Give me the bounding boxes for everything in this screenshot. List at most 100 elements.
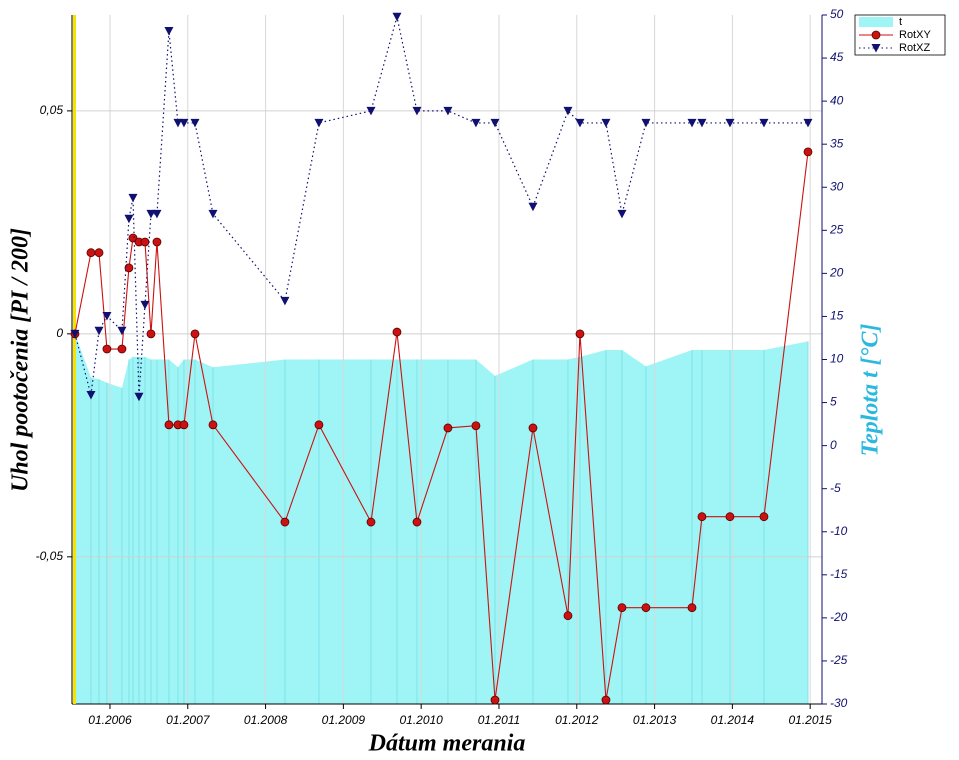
point — [179, 420, 189, 430]
y2-tick-label: 20 — [829, 266, 844, 280]
point — [86, 248, 96, 258]
legend-label: RotXY — [899, 29, 931, 41]
legend-swatch — [859, 17, 893, 27]
y2-tick-label: 30 — [830, 179, 844, 193]
point — [443, 423, 453, 433]
point — [117, 326, 127, 336]
y2-tick-label: -10 — [830, 524, 848, 538]
x-tick-label: 01.2011 — [478, 713, 521, 727]
y2-tick-label: 50 — [830, 7, 844, 21]
point — [803, 147, 813, 157]
point — [208, 420, 218, 430]
point — [687, 118, 697, 128]
point — [563, 106, 573, 116]
y-tick-label: -0,05 — [36, 549, 64, 563]
y2-tick-label: 10 — [830, 352, 844, 366]
point — [617, 209, 627, 219]
point — [725, 118, 735, 128]
y-tick-label: 0 — [56, 326, 63, 340]
y-axis-label: Uhol pootočenia [PI / 200] — [8, 228, 34, 492]
point — [412, 106, 422, 116]
point — [725, 512, 735, 522]
legend-label: RotXZ — [899, 42, 930, 54]
point — [102, 344, 112, 354]
point — [152, 237, 162, 247]
x-tick-label: 01.2010 — [399, 713, 443, 727]
y2-tick-label: 40 — [830, 93, 844, 107]
point — [134, 392, 144, 402]
start-marker — [73, 15, 76, 704]
point — [140, 300, 150, 310]
legend-label: t — [899, 16, 902, 28]
point — [803, 118, 813, 128]
point — [164, 27, 174, 36]
x-tick-label: 01.2006 — [88, 713, 132, 727]
y2-tick-label: 0 — [830, 438, 837, 452]
point — [759, 118, 769, 128]
y2-axis-label: Teplota t [°C] — [858, 324, 884, 457]
point — [146, 209, 156, 219]
point — [117, 344, 127, 354]
y2-tick-label: -25 — [830, 653, 848, 667]
point — [70, 329, 80, 339]
point — [443, 106, 453, 116]
point — [601, 695, 611, 705]
point — [697, 512, 707, 522]
temperature-area — [74, 333, 808, 704]
point — [128, 193, 138, 203]
point — [563, 611, 573, 621]
point — [601, 118, 611, 128]
x-tick-label: 01.2009 — [322, 713, 366, 727]
y2-tick-label: -15 — [830, 567, 848, 581]
point — [471, 118, 481, 128]
point — [314, 118, 324, 128]
point — [641, 603, 651, 613]
point — [687, 603, 697, 613]
point — [146, 329, 156, 339]
point — [102, 312, 112, 321]
point — [128, 233, 138, 243]
point — [140, 237, 150, 247]
point — [173, 118, 183, 128]
point — [366, 106, 376, 116]
point — [575, 118, 585, 128]
point — [392, 327, 402, 337]
x-tick-label: 01.2015 — [788, 713, 832, 727]
point — [575, 329, 585, 339]
series-line — [74, 16, 808, 397]
y2-tick-label: 45 — [830, 50, 844, 64]
x-tick-label: 01.2008 — [244, 713, 288, 727]
x-tick-label: 01.2014 — [711, 713, 755, 727]
point — [759, 512, 769, 522]
y2-tick-label: -5 — [830, 481, 841, 495]
x-tick-label: 01.2007 — [166, 713, 211, 727]
point — [471, 421, 481, 431]
point — [280, 517, 290, 527]
point — [190, 329, 200, 339]
y2-tick-label: -30 — [830, 696, 848, 710]
point — [208, 209, 218, 219]
point — [490, 695, 500, 705]
y2-tick-label: 25 — [829, 222, 844, 236]
point — [152, 209, 162, 219]
x-tick-label: 01.2013 — [633, 713, 677, 727]
x-axis-label: Dátum merania — [368, 731, 526, 757]
point — [86, 390, 96, 400]
point — [871, 30, 881, 40]
point — [617, 603, 627, 613]
point — [280, 296, 290, 306]
point — [124, 214, 134, 224]
point — [179, 118, 189, 128]
point — [392, 12, 402, 22]
point — [366, 517, 376, 527]
point — [528, 202, 538, 212]
point — [697, 118, 707, 128]
y-tick-label: 0,05 — [40, 103, 64, 117]
point — [124, 263, 134, 273]
point — [94, 248, 104, 258]
x-tick-label: 01.2012 — [555, 713, 599, 727]
point — [412, 517, 422, 527]
point — [871, 44, 881, 53]
